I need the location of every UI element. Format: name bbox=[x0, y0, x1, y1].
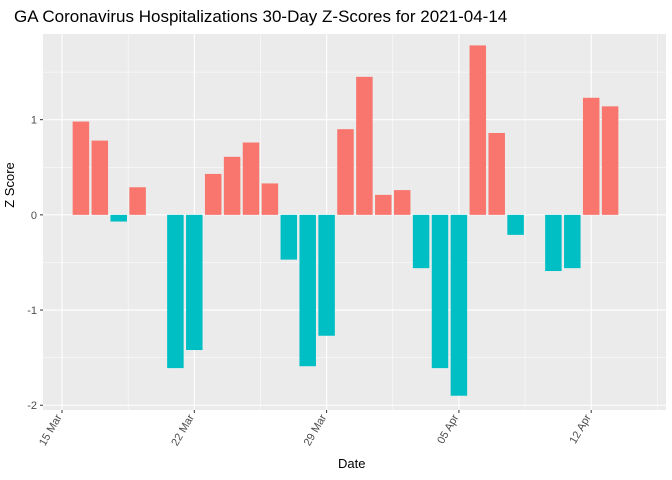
bar bbox=[110, 214, 127, 222]
chart-title: GA Coronavirus Hospitalizations 30-Day Z… bbox=[14, 7, 508, 26]
gridlines bbox=[43, 34, 666, 410]
bar bbox=[91, 140, 109, 215]
y-tick-label: 0 bbox=[31, 210, 37, 222]
bar bbox=[488, 132, 505, 215]
bar bbox=[186, 214, 203, 351]
bar bbox=[223, 156, 241, 215]
plot-panel bbox=[43, 34, 666, 410]
bar bbox=[469, 45, 487, 215]
bars bbox=[72, 45, 619, 396]
bar bbox=[545, 214, 562, 272]
bar bbox=[242, 142, 260, 215]
bar bbox=[412, 214, 430, 269]
bar bbox=[167, 214, 184, 369]
bar bbox=[564, 214, 581, 269]
bar bbox=[356, 76, 373, 215]
y-tick-label: 1 bbox=[31, 115, 37, 127]
y-tick-label: -2 bbox=[27, 400, 37, 412]
bar bbox=[299, 214, 316, 367]
x-tick-label: 15 Mar bbox=[37, 412, 65, 448]
bar bbox=[280, 214, 298, 260]
x-tick-label: 05 Apr bbox=[435, 412, 461, 446]
x-tick-label: 12 Apr bbox=[567, 412, 593, 446]
bar bbox=[450, 214, 468, 396]
bar bbox=[507, 214, 524, 235]
y-tick-label: -1 bbox=[27, 305, 37, 317]
bar bbox=[318, 214, 335, 336]
bar bbox=[601, 106, 619, 215]
bar bbox=[72, 121, 90, 215]
bar bbox=[431, 214, 449, 369]
bar bbox=[261, 183, 279, 215]
bar bbox=[375, 194, 392, 215]
x-axis-title: Date bbox=[338, 456, 366, 471]
bar bbox=[129, 187, 146, 215]
bar bbox=[337, 129, 354, 215]
bar bbox=[204, 173, 222, 215]
bar bbox=[393, 190, 411, 215]
x-tick-label: 29 Mar bbox=[302, 412, 330, 448]
bar bbox=[582, 97, 600, 215]
x-tick-label: 22 Mar bbox=[169, 412, 197, 448]
